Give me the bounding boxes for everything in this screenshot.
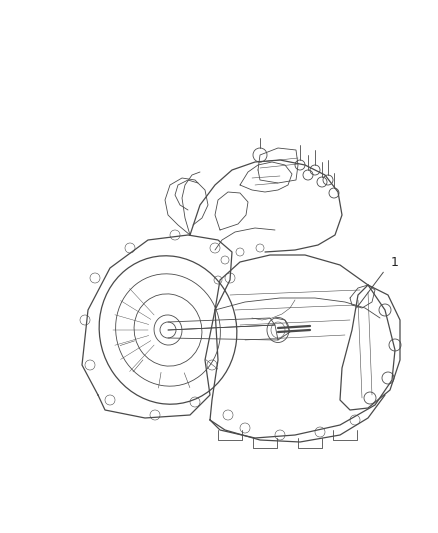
Text: 1: 1 — [391, 255, 399, 269]
